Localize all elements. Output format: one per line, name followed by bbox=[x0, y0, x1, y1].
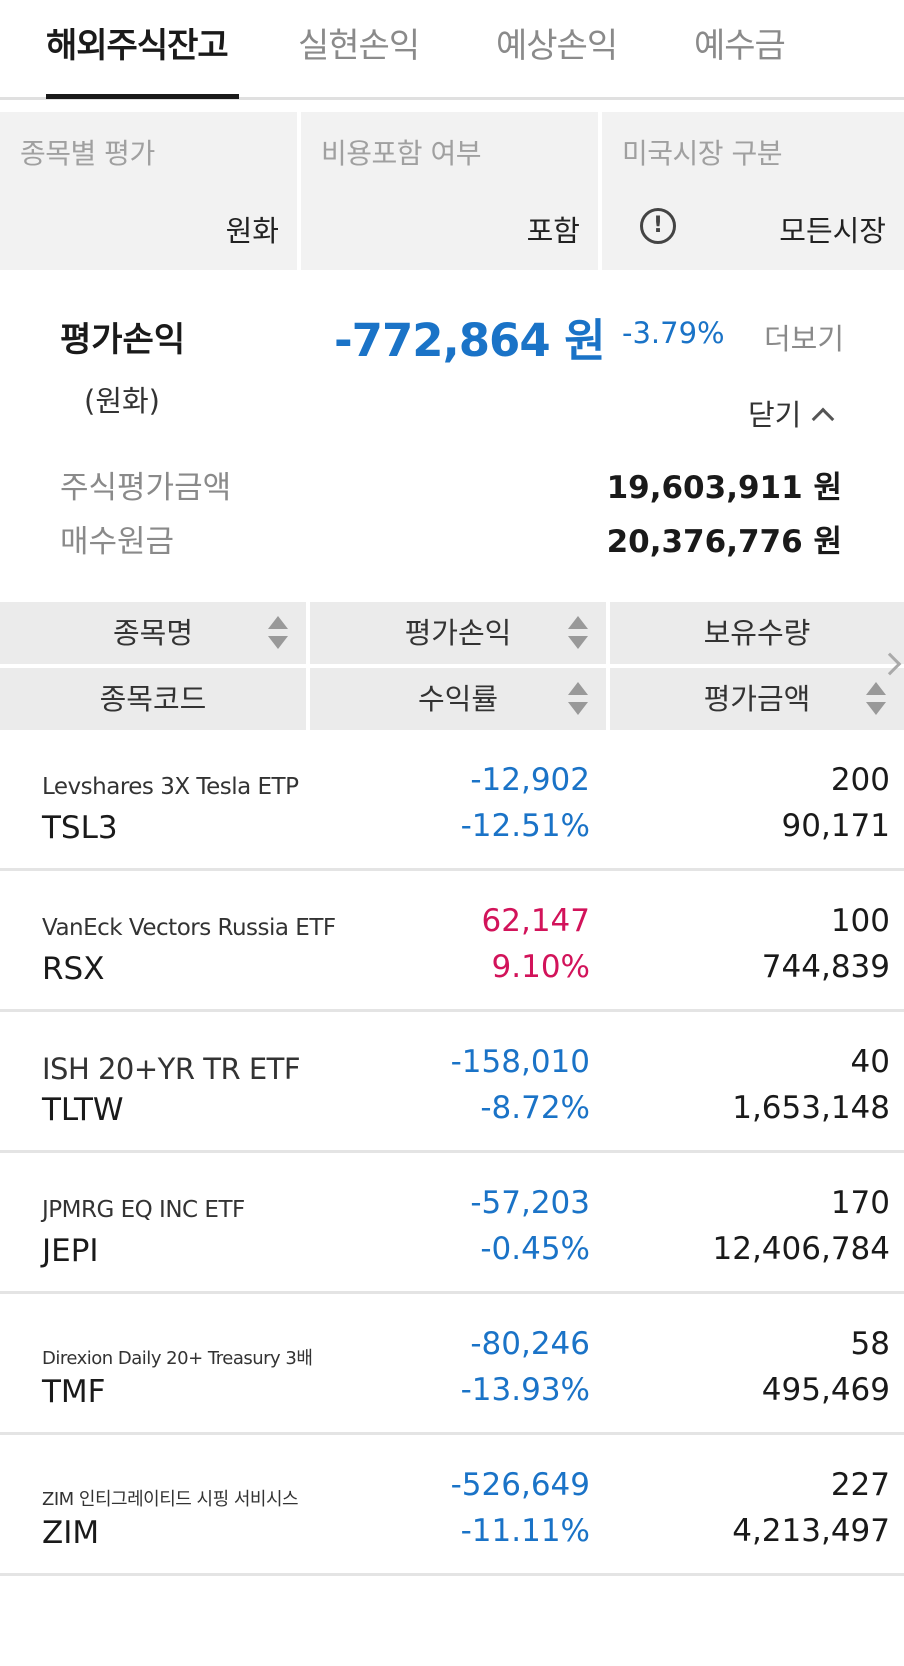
holding-rate: 9.10% bbox=[491, 949, 590, 985]
header-label: 수익률 bbox=[417, 682, 499, 716]
tab-expected-pl[interactable]: 예상손익 bbox=[496, 26, 618, 66]
holding-eval-amount: 12,406,784 bbox=[712, 1231, 891, 1267]
holding-quantity: 200 bbox=[830, 762, 890, 798]
holding-quantity: 170 bbox=[830, 1185, 890, 1221]
holding-row[interactable]: ZIM 인티그레이티드 시핑 서비시스 ZIM -526,649 -11.11% 227… bbox=[0, 1435, 904, 1576]
holding-name: VanEck Vectors Russia ETF bbox=[42, 915, 336, 941]
holding-quantity: 58 bbox=[850, 1326, 890, 1362]
sort-by-eval[interactable]: 평가금액 bbox=[610, 668, 904, 730]
header-label: 종목명 bbox=[112, 616, 194, 650]
filter-us-market[interactable]: 미국시장 구분 ! 모든시장 bbox=[602, 112, 904, 270]
chevron-up-icon bbox=[812, 407, 835, 431]
holding-code: TSL3 bbox=[42, 810, 118, 846]
holding-pl: -526,649 bbox=[450, 1467, 590, 1503]
holding-code: RSX bbox=[42, 951, 105, 987]
sort-icon bbox=[268, 616, 288, 650]
holding-rate: -12.51% bbox=[460, 808, 590, 844]
holding-pl: 62,147 bbox=[481, 903, 590, 939]
purchase-principal-label: 매수원금 bbox=[60, 524, 175, 560]
stock-eval-label: 주식평가금액 bbox=[60, 470, 232, 506]
holding-quantity: 40 bbox=[850, 1044, 890, 1080]
header-label: 종목코드 bbox=[99, 682, 207, 716]
holding-code: ZIM bbox=[42, 1515, 100, 1551]
holding-pl: -158,010 bbox=[450, 1044, 590, 1080]
holding-eval-amount: 90,171 bbox=[781, 808, 890, 844]
holding-name: JPMRG EQ INC ETF bbox=[42, 1197, 245, 1223]
filter-value: 원화 bbox=[225, 214, 279, 248]
holding-rate: -13.93% bbox=[460, 1372, 590, 1408]
filter-label: 미국시장 구분 bbox=[622, 137, 782, 170]
collapse-label: 닫기 bbox=[748, 398, 802, 432]
holding-eval-amount: 744,839 bbox=[761, 949, 890, 985]
holding-rate: -8.72% bbox=[480, 1090, 590, 1126]
filter-include-fees[interactable]: 비용포함 여부 포함 bbox=[301, 112, 598, 270]
sort-icon bbox=[866, 682, 886, 716]
header-label: 평가손익 bbox=[404, 616, 512, 650]
holding-code: TLTW bbox=[42, 1092, 124, 1128]
holding-pl: -12,902 bbox=[470, 762, 590, 798]
summary-currency: (원화) bbox=[84, 384, 160, 418]
collapse-button[interactable]: 닫기 bbox=[748, 392, 835, 434]
holding-row[interactable]: Levshares 3X Tesla ETP TSL3 -12,902 -12.51%… bbox=[0, 730, 904, 871]
filter-label: 종목별 평가 bbox=[20, 137, 155, 170]
purchase-principal-value: 20,376,776 원 bbox=[606, 524, 842, 560]
tab-deposit[interactable]: 예수금 bbox=[694, 26, 786, 66]
holding-pl: -80,246 bbox=[470, 1326, 590, 1362]
header-quantity: 보유수량 bbox=[610, 602, 904, 664]
sort-by-pl[interactable]: 평가손익 bbox=[310, 602, 606, 664]
filter-panel: 종목별 평가 원화 비용포함 여부 포함 미국시장 구분 ! 모든시장 bbox=[0, 112, 904, 270]
tab-realized-pl[interactable]: 실현손익 bbox=[298, 26, 420, 66]
holdings-list: Levshares 3X Tesla ETP TSL3 -12,902 -12.51%… bbox=[0, 730, 904, 1576]
header-label: 평가금액 bbox=[703, 682, 811, 716]
holding-code: JEPI bbox=[42, 1233, 99, 1269]
holding-eval-amount: 4,213,497 bbox=[732, 1513, 890, 1549]
holding-name: Direxion Daily 20+ Treasury 3배 bbox=[42, 1348, 313, 1369]
holding-quantity: 227 bbox=[830, 1467, 890, 1503]
holding-row[interactable]: Direxion Daily 20+ Treasury 3배 TMF -80,246… bbox=[0, 1294, 904, 1435]
filter-value: 포함 bbox=[526, 214, 580, 248]
summary-pl-rate: -3.79% bbox=[622, 316, 725, 350]
header-label: 보유수량 bbox=[703, 616, 811, 650]
sort-icon bbox=[568, 682, 588, 716]
holding-name: ISH 20+YR TR ETF bbox=[42, 1052, 301, 1086]
sort-icon bbox=[568, 616, 588, 650]
tab-overseas-balance[interactable]: 해외주식잔고 bbox=[46, 26, 229, 66]
sort-by-name[interactable]: 종목명 bbox=[0, 602, 306, 664]
header-code: 종목코드 bbox=[0, 668, 306, 730]
holding-row[interactable]: VanEck Vectors Russia ETF RSX 62,147 9.10% 1… bbox=[0, 871, 904, 1012]
more-button[interactable]: 더보기 bbox=[764, 322, 845, 356]
filter-evaluation-currency[interactable]: 종목별 평가 원화 bbox=[0, 112, 297, 270]
filter-value: 모든시장 bbox=[779, 214, 886, 248]
filter-label: 비용포함 여부 bbox=[321, 137, 481, 170]
holding-eval-amount: 495,469 bbox=[761, 1372, 890, 1408]
holding-row[interactable]: ISH 20+YR TR ETF TLTW -158,010 -8.72% 40 1,65… bbox=[0, 1012, 904, 1153]
holding-rate: -0.45% bbox=[480, 1231, 590, 1267]
holding-name: Levshares 3X Tesla ETP bbox=[42, 774, 299, 800]
holdings-table-header: 종목명 평가손익 보유수량 종목코드 수익률 평가금액 bbox=[0, 602, 904, 730]
info-icon[interactable]: ! bbox=[640, 208, 676, 244]
holding-quantity: 100 bbox=[830, 903, 890, 939]
holding-eval-amount: 1,653,148 bbox=[732, 1090, 890, 1126]
sort-by-rate[interactable]: 수익률 bbox=[310, 668, 606, 730]
holding-pl: -57,203 bbox=[470, 1185, 590, 1221]
holding-row[interactable]: JPMRG EQ INC ETF JEPI -57,203 -0.45% 170 12,4… bbox=[0, 1153, 904, 1294]
tab-bar: 해외주식잔고 실현손익 예상손익 예수금 bbox=[0, 0, 904, 100]
active-tab-indicator bbox=[46, 94, 239, 99]
summary-pl-amount: -772,864 원 bbox=[334, 314, 606, 367]
holding-rate: -11.11% bbox=[460, 1513, 590, 1549]
holding-code: TMF bbox=[42, 1374, 106, 1410]
summary-title: 평가손익 bbox=[60, 320, 186, 360]
holding-name: ZIM 인티그레이티드 시핑 서비시스 bbox=[42, 1489, 299, 1510]
stock-eval-value: 19,603,911 원 bbox=[606, 470, 842, 506]
